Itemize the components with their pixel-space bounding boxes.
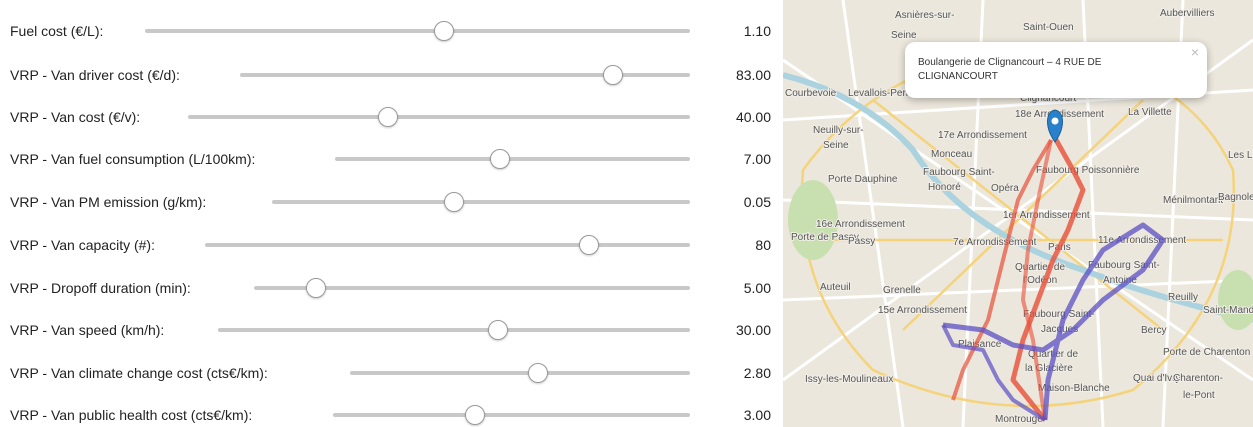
slider-knob[interactable]: [603, 65, 623, 85]
map-label: Opéra: [991, 183, 1019, 194]
slider-row: VRP - Van climate change cost (cts€/km):…: [0, 363, 783, 383]
slider-track: [335, 157, 690, 161]
slider-label: VRP - Van PM emission (g/km):: [10, 192, 206, 212]
slider-label: Fuel cost (€/L):: [10, 21, 103, 41]
slider-track: [350, 371, 690, 375]
map-label: Honoré: [928, 182, 961, 193]
page: Fuel cost (€/L): 1.10 VRP - Van driver cos…: [0, 0, 1253, 427]
slider-track: [145, 29, 690, 33]
map-label: Les Lilas: [1228, 150, 1253, 161]
slider-track: [205, 243, 690, 247]
slider-label: VRP - Van capacity (#):: [10, 235, 155, 255]
map-label: Saint-Ouen: [1023, 22, 1074, 33]
slider-label: VRP - Van fuel consumption (L/100km):: [10, 149, 255, 169]
map-label: 7e Arrondissement: [953, 237, 1037, 248]
map-label: l'Odéon: [1023, 275, 1057, 286]
slider-track: [333, 413, 690, 417]
slider-label: VRP - Van speed (km/h):: [10, 320, 164, 340]
slider-panel: Fuel cost (€/L): 1.10 VRP - Van driver cos…: [0, 0, 783, 427]
popup-text: Boulangerie de Clignancourt – 4 RUE DE C…: [918, 56, 1168, 84]
map-label: Faubourg Poissonnière: [1036, 165, 1140, 176]
map-label: Quartier de: [1015, 262, 1065, 273]
slider-row: VRP - Van fuel consumption (L/100km): 7.0…: [0, 149, 783, 169]
map-label: Seine: [891, 30, 917, 41]
marker-dot: [1052, 118, 1059, 125]
slider-knob[interactable]: [528, 363, 548, 383]
slider-label: VRP - Van public health cost (cts€/km):: [10, 405, 252, 425]
slider-row: Fuel cost (€/L): 1.10: [0, 21, 783, 41]
slider-value: 5.00: [744, 278, 771, 298]
map-label: Faubourg Saint-: [923, 167, 995, 178]
popup-close[interactable]: ×: [1191, 44, 1199, 60]
slider-label: VRP - Dropoff duration (min):: [10, 278, 191, 298]
map-label: 15e Arrondissement: [878, 305, 967, 316]
map-label: Auteuil: [820, 282, 851, 293]
slider-knob[interactable]: [488, 320, 508, 340]
map-label: La Villette: [1128, 107, 1172, 118]
map-label: Monceau: [931, 149, 972, 160]
slider-value: 80: [755, 235, 771, 255]
slider-row: VRP - Van capacity (#): 80: [0, 235, 783, 255]
slider-row: VRP - Van cost (€/v): 40.00: [0, 107, 783, 127]
map-label: Issy-les-Moulineaux: [805, 374, 893, 385]
map-label: Charenton-: [1173, 373, 1223, 384]
slider-knob[interactable]: [378, 107, 398, 127]
map-label: Ménilmontant: [1163, 195, 1223, 206]
slider-label: VRP - Van driver cost (€/d):: [10, 65, 180, 85]
slider-value: 1.10: [744, 21, 771, 41]
slider-row: VRP - Van PM emission (g/km): 0.05: [0, 192, 783, 212]
slider-knob[interactable]: [465, 405, 485, 425]
slider-track: [188, 115, 690, 119]
map-label: Courbevoie: [785, 88, 837, 99]
slider-knob[interactable]: [434, 21, 454, 41]
slider-value: 30.00: [736, 320, 771, 340]
map-label: 16e Arrondissement: [816, 219, 905, 230]
map-label: Seine: [823, 140, 849, 151]
map-label: Aubervilliers: [1160, 8, 1214, 19]
map-label: le-Pont: [1183, 390, 1215, 401]
map-label: Grenelle: [883, 285, 921, 296]
slider-value: 83.00: [736, 65, 771, 85]
slider-value: 0.05: [744, 192, 771, 212]
slider-value: 7.00: [744, 149, 771, 169]
slider-label: VRP - Van climate change cost (cts€/km):: [10, 363, 268, 383]
slider-knob[interactable]: [306, 278, 326, 298]
map-label: Passy: [848, 236, 875, 247]
slider-track: [218, 328, 690, 332]
slider-value: 3.00: [744, 405, 771, 425]
map-popup: Boulangerie de Clignancourt – 4 RUE DE C…: [905, 42, 1207, 98]
map-label: Neuilly-sur-: [813, 125, 864, 136]
slider-knob[interactable]: [444, 192, 464, 212]
slider-label: VRP - Van cost (€/v):: [10, 107, 140, 127]
map-label: Bagnolet: [1218, 192, 1253, 203]
slider-row: VRP - Van driver cost (€/d): 83.00: [0, 65, 783, 85]
slider-knob[interactable]: [579, 235, 599, 255]
map-label: Porte de Charenton: [1163, 347, 1250, 358]
slider-value: 2.80: [744, 363, 771, 383]
slider-row: VRP - Van public health cost (cts€/km): 3…: [0, 405, 783, 425]
map-label: 17e Arrondissement: [938, 130, 1027, 141]
map-label: Saint-Mandé: [1203, 305, 1253, 316]
slider-row: VRP - Van speed (km/h): 30.00: [0, 320, 783, 340]
slider-row: VRP - Dropoff duration (min): 5.00: [0, 278, 783, 298]
map-label: Bercy: [1141, 325, 1167, 336]
slider-track: [272, 200, 690, 204]
slider-value: 40.00: [736, 107, 771, 127]
map-label: Reuilly: [1168, 292, 1198, 303]
map-label: Porte Dauphine: [828, 174, 898, 185]
slider-knob[interactable]: [490, 149, 510, 169]
map-label: Asnières-sur-: [895, 10, 954, 21]
